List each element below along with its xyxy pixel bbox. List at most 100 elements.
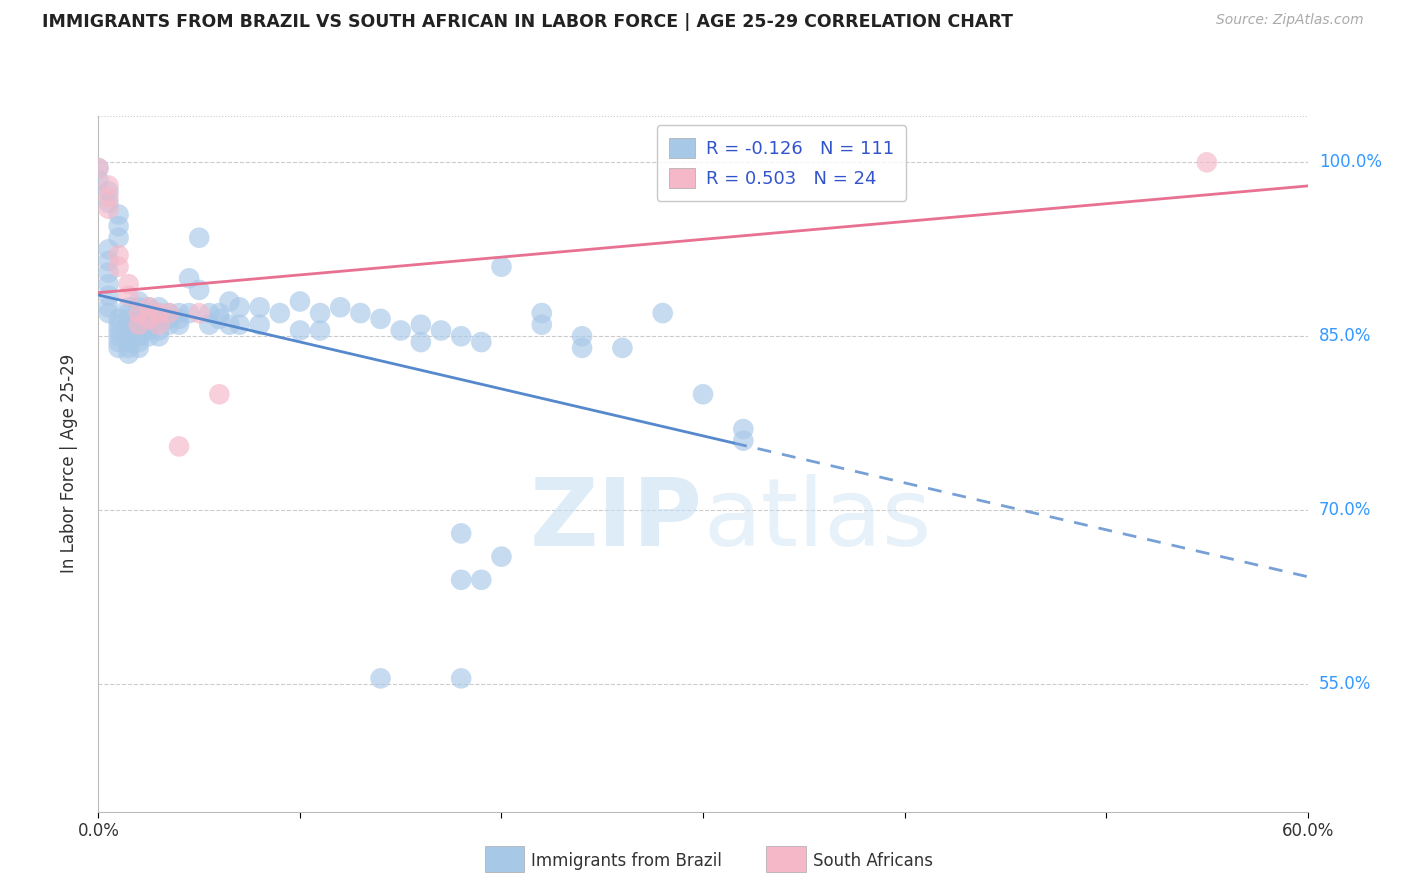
Point bbox=[198, 306, 221, 320]
Point bbox=[128, 318, 150, 332]
Point bbox=[198, 318, 221, 332]
Y-axis label: In Labor Force | Age 25-29: In Labor Force | Age 25-29 bbox=[59, 354, 77, 574]
Point bbox=[148, 329, 170, 343]
Point bbox=[97, 178, 120, 193]
Text: ZIP: ZIP bbox=[530, 474, 703, 566]
Point bbox=[128, 312, 150, 326]
Point bbox=[370, 312, 392, 326]
Point bbox=[370, 671, 392, 685]
Point bbox=[208, 387, 231, 401]
Text: Immigrants from Brazil: Immigrants from Brazil bbox=[531, 852, 723, 870]
Point bbox=[218, 318, 240, 332]
Point bbox=[97, 185, 120, 199]
Point bbox=[491, 549, 513, 564]
Point bbox=[128, 335, 150, 350]
Point bbox=[309, 324, 332, 338]
Point bbox=[118, 335, 141, 350]
Point bbox=[157, 306, 180, 320]
Point bbox=[1195, 155, 1218, 169]
Point bbox=[118, 301, 141, 315]
Point bbox=[530, 318, 553, 332]
Point bbox=[97, 196, 120, 211]
Text: 100.0%: 100.0% bbox=[1319, 153, 1382, 171]
Point bbox=[571, 329, 593, 343]
Point bbox=[571, 341, 593, 355]
Point bbox=[329, 301, 352, 315]
Point bbox=[97, 301, 120, 315]
Point bbox=[612, 341, 634, 355]
Point bbox=[128, 329, 150, 343]
Point bbox=[138, 318, 160, 332]
Point bbox=[138, 301, 160, 315]
Point bbox=[177, 271, 201, 285]
Point bbox=[87, 161, 110, 176]
Point bbox=[128, 318, 150, 332]
Point bbox=[97, 289, 120, 303]
Point bbox=[107, 219, 129, 234]
Point bbox=[208, 306, 231, 320]
Point bbox=[148, 318, 170, 332]
Point bbox=[491, 260, 513, 274]
Point bbox=[128, 306, 150, 320]
Point bbox=[138, 324, 160, 338]
Point bbox=[118, 312, 141, 326]
Point bbox=[167, 440, 190, 454]
Point bbox=[148, 306, 170, 320]
Point bbox=[118, 306, 141, 320]
Point bbox=[148, 312, 170, 326]
Point bbox=[97, 266, 120, 280]
Point bbox=[118, 318, 141, 332]
Point bbox=[148, 301, 170, 315]
Point bbox=[349, 306, 371, 320]
Point bbox=[470, 335, 492, 350]
Point bbox=[107, 335, 129, 350]
Point bbox=[288, 324, 311, 338]
Point bbox=[409, 318, 432, 332]
Point bbox=[138, 306, 160, 320]
Point bbox=[651, 306, 673, 320]
Point bbox=[118, 277, 141, 292]
Point bbox=[97, 202, 120, 216]
Point bbox=[450, 573, 472, 587]
Point bbox=[733, 434, 755, 448]
Point bbox=[87, 161, 110, 176]
Point bbox=[249, 301, 271, 315]
Point bbox=[228, 301, 250, 315]
Point bbox=[167, 318, 190, 332]
Point bbox=[269, 306, 291, 320]
Point bbox=[733, 422, 755, 436]
Point bbox=[128, 341, 150, 355]
Legend: R = -0.126   N = 111, R = 0.503   N = 24: R = -0.126 N = 111, R = 0.503 N = 24 bbox=[657, 125, 907, 201]
Point bbox=[97, 254, 120, 268]
Point bbox=[208, 312, 231, 326]
Point bbox=[450, 671, 472, 685]
Point bbox=[530, 306, 553, 320]
Point bbox=[148, 324, 170, 338]
Point bbox=[128, 306, 150, 320]
Point bbox=[107, 248, 129, 262]
Text: 55.0%: 55.0% bbox=[1319, 675, 1371, 693]
Point bbox=[188, 306, 211, 320]
Text: atlas: atlas bbox=[703, 474, 931, 566]
Point bbox=[107, 329, 129, 343]
Text: 85.0%: 85.0% bbox=[1319, 327, 1371, 345]
Point bbox=[188, 231, 211, 245]
Point bbox=[107, 208, 129, 222]
Point bbox=[118, 289, 141, 303]
Point bbox=[470, 573, 492, 587]
Text: 70.0%: 70.0% bbox=[1319, 501, 1371, 519]
Point bbox=[692, 387, 714, 401]
Point bbox=[138, 329, 160, 343]
Point bbox=[118, 324, 141, 338]
Point bbox=[118, 341, 141, 355]
Point bbox=[309, 306, 332, 320]
Point bbox=[157, 318, 180, 332]
Point bbox=[188, 283, 211, 297]
Point bbox=[157, 306, 180, 320]
Text: South Africans: South Africans bbox=[813, 852, 932, 870]
Point bbox=[107, 231, 129, 245]
Point bbox=[228, 318, 250, 332]
Point bbox=[409, 335, 432, 350]
Point bbox=[430, 324, 453, 338]
Point bbox=[138, 312, 160, 326]
